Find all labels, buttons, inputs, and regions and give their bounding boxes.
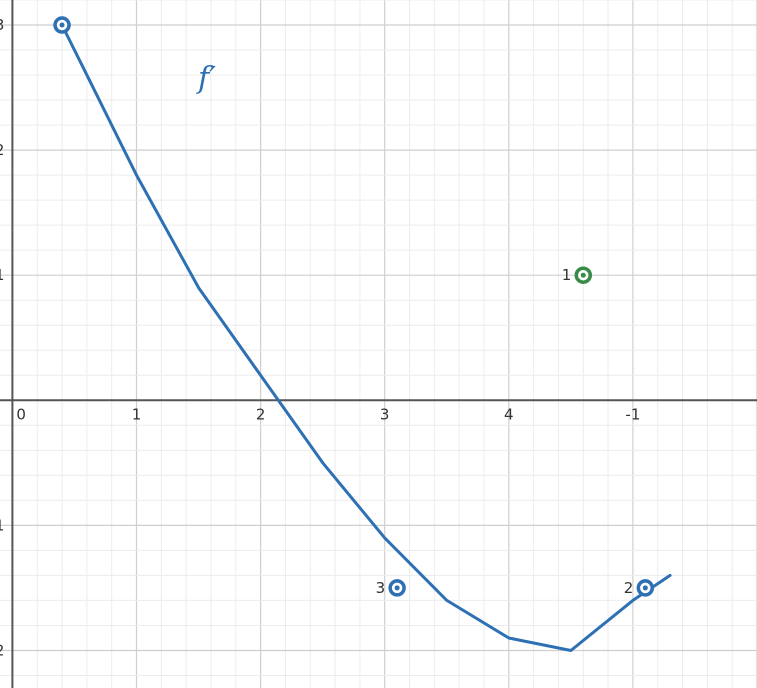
y-tick-label: -2 bbox=[0, 641, 4, 659]
labeled-point[interactable]: 2 bbox=[624, 579, 655, 597]
tick-labels: 0 1 2 3 4 -1 3 2 1 -1 -2 bbox=[0, 16, 640, 659]
y-tick-label: 1 bbox=[0, 266, 4, 284]
point-center bbox=[59, 22, 65, 28]
labeled-points[interactable]: 1 3 2 bbox=[53, 16, 655, 597]
x-tick-label: 2 bbox=[256, 405, 266, 423]
x-tick-label: -1 bbox=[625, 405, 640, 423]
labeled-point[interactable] bbox=[53, 16, 71, 34]
point-label: 3 bbox=[376, 579, 386, 597]
point-label: 1 bbox=[562, 266, 572, 284]
labeled-point[interactable]: 1 bbox=[562, 266, 593, 284]
function-label: f′ bbox=[196, 61, 216, 96]
labeled-point[interactable]: 3 bbox=[376, 579, 406, 597]
x-tick-label: 1 bbox=[132, 405, 142, 423]
y-tick-label: -1 bbox=[0, 516, 4, 534]
x-tick-label: 3 bbox=[380, 405, 390, 423]
y-tick-label: 2 bbox=[0, 141, 4, 159]
series-line bbox=[60, 23, 672, 652]
y-tick-label: 3 bbox=[0, 16, 4, 34]
x-tick-label: 0 bbox=[16, 405, 26, 423]
point-center bbox=[642, 585, 648, 591]
point-label: 2 bbox=[624, 579, 634, 597]
point-center bbox=[580, 272, 586, 278]
series-lines bbox=[60, 23, 672, 652]
x-tick-label: 4 bbox=[504, 405, 514, 423]
point-center bbox=[394, 585, 400, 591]
